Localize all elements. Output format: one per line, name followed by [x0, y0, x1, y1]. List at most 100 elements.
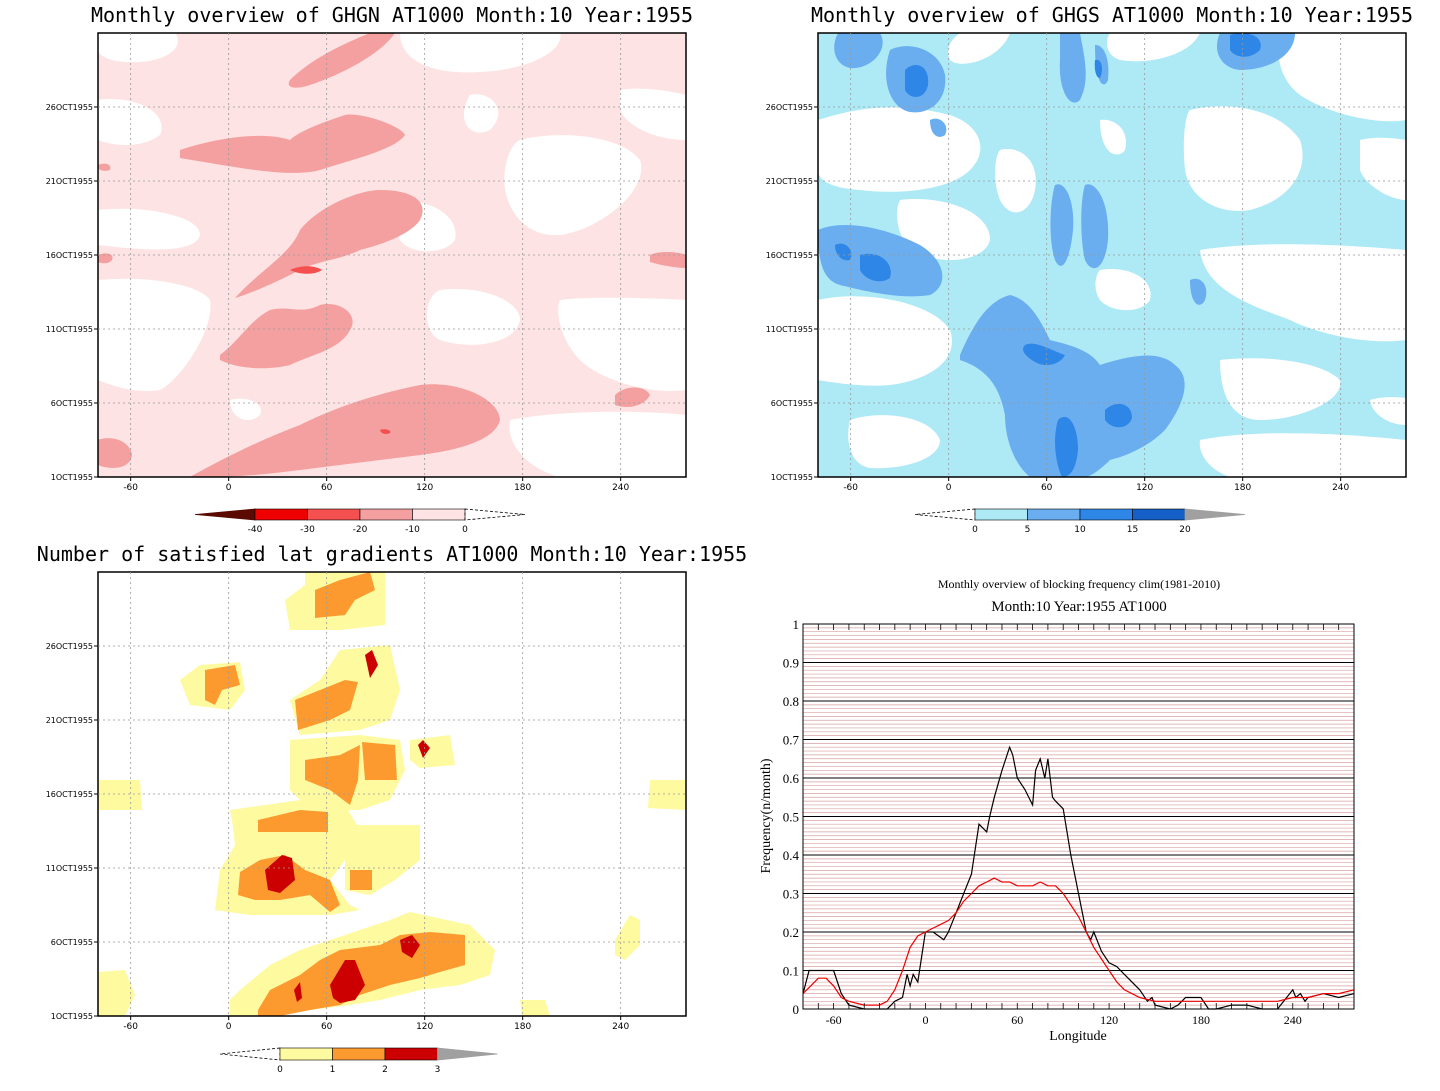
- blocking-ytick-label: 0.6: [783, 771, 800, 786]
- ghgs-field: [818, 33, 1406, 477]
- ghgs-xtick-label: 120: [1136, 483, 1153, 493]
- gradients-panel: Number of satisfied lat gradients AT1000…: [37, 542, 747, 1075]
- gradients-colorbar: 0 1 2 3: [219, 1047, 498, 1075]
- blocking-ytick-label: 0.7: [783, 733, 800, 748]
- gradients-colorbar-box: [384, 1047, 438, 1061]
- ghgs-ytick-label: 21OCT1955: [766, 177, 813, 186]
- gradients-ytick-label: 21OCT1955: [46, 716, 93, 725]
- ghgs-xtick-label: -60: [843, 483, 858, 493]
- gradients-axes: -60 0 60 120 180 240 1OCT1955 6OCT1955 11OCT1955…: [46, 642, 630, 1032]
- ghgn-field: [98, 33, 686, 477]
- ghgn-negative-regions: [98, 33, 686, 477]
- blocking-subtitle: Month:10 Year:1955 AT1000: [991, 599, 1166, 615]
- ghgn-ytick-label: 26OCT1955: [46, 103, 93, 112]
- ghgs-colorbar-high-triangle: [1184, 508, 1246, 521]
- gradients-colorbar-label: 3: [435, 1065, 441, 1075]
- gradients-colorbar-label: 1: [330, 1065, 336, 1075]
- gradients-title: Number of satisfied lat gradients AT1000…: [37, 542, 747, 566]
- blocking-ytick-label: 0.4: [783, 848, 800, 863]
- gradients-ytick-label: 1OCT1955: [51, 1012, 93, 1021]
- ghgs-colorbar-box: [1027, 508, 1081, 521]
- ghgn-ytick-label: 1OCT1955: [51, 473, 93, 482]
- ghgn-colorbar-label: -30: [300, 525, 315, 535]
- blocking-ylabel: Frequency(n/month): [759, 758, 774, 873]
- ghgn-axes: -60 0 60 120 180 240 1OCT1955 6OCT1955 11OCT1955…: [46, 103, 630, 493]
- ghgs-colorbar-low-triangle: [914, 508, 976, 521]
- ghgn-colorbar-label: 0: [462, 525, 468, 535]
- gradients-xtick-label: 180: [514, 1022, 531, 1032]
- blocking-title: Monthly overview of blocking frequency c…: [938, 577, 1220, 591]
- blocking-xtick-label: 120: [1100, 1013, 1118, 1027]
- gradients-colorbar-low-triangle: [219, 1047, 281, 1061]
- gradients-field: [98, 572, 686, 1016]
- ghgn-ytick-label: 11OCT1955: [46, 325, 93, 334]
- ghgn-positive-regions: [98, 33, 686, 477]
- blocking-panel: Monthly overview of blocking frequency c…: [759, 577, 1355, 1044]
- ghgn-xtick-label: -60: [123, 483, 138, 493]
- blocking-gridlines: [803, 662, 1354, 971]
- gradients-xtick-label: 240: [612, 1022, 629, 1032]
- ghgs-colorbar-label: 5: [1025, 525, 1031, 535]
- ghgn-xtick-label: 0: [226, 483, 232, 493]
- blocking-ytick-label: 0.1: [783, 964, 799, 979]
- ghgn-colorbar-low-triangle: [194, 508, 256, 521]
- ghgn-colorbar-high-triangle: [464, 508, 526, 521]
- ghgn-xtick-label: 120: [416, 483, 433, 493]
- blocking-xlabel: Longitude: [1049, 1029, 1107, 1044]
- blocking-ytick-label: 0: [793, 1002, 800, 1017]
- gradients-ytick-label: 26OCT1955: [46, 642, 93, 651]
- blocking-ytick-label: 0.5: [783, 810, 799, 825]
- ghgs-xtick-label: 240: [1332, 483, 1349, 493]
- gradients-ytick-label: 16OCT1955: [46, 790, 93, 799]
- ghgn-colorbar-label: -40: [248, 525, 263, 535]
- ghgs-colorbar: 0 5 10 15 20: [914, 508, 1246, 535]
- ghgn-panel: Monthly overview of GHGN AT1000 Month:10…: [46, 3, 693, 535]
- ghgn-colorbar-box: [254, 508, 308, 521]
- ghgn-gridlines: [98, 33, 686, 477]
- gradients-colorbar-box: [332, 1047, 386, 1061]
- ghgs-colorbar-label: 10: [1074, 525, 1086, 535]
- ghgn-xtick-label: 240: [612, 483, 629, 493]
- ghgs-ytick-label: 1OCT1955: [771, 473, 813, 482]
- ghgs-axes: -60 0 60 120 180 240 1OCT1955 6OCT1955 11OCT1955…: [766, 103, 1350, 493]
- ghgs-colorbar-box: [974, 508, 1028, 521]
- gradients-xtick-label: 120: [416, 1022, 433, 1032]
- ghgs-ytick-label: 11OCT1955: [766, 325, 813, 334]
- gradients-xtick-label: 0: [226, 1022, 232, 1032]
- blocking-xtick-label: -60: [826, 1013, 842, 1027]
- blocking-xtick-label: 240: [1284, 1013, 1302, 1027]
- ghgs-colorbar-label: 0: [972, 525, 978, 535]
- ghgs-band-10-15: [835, 33, 1261, 477]
- ghgn-ytick-label: 16OCT1955: [46, 251, 93, 260]
- ghgn-colorbar-box: [412, 508, 466, 521]
- blocking-ytick-label: 0.8: [783, 694, 799, 709]
- blocking-ytick-label: 0.2: [783, 925, 799, 940]
- ghgn-strong-negative: [290, 266, 391, 434]
- ghgs-title: Monthly overview of GHGS AT1000 Month:10…: [811, 3, 1413, 27]
- ghgn-xtick-label: 180: [514, 483, 531, 493]
- ghgn-colorbar-label: -20: [353, 525, 368, 535]
- gradients-ytick-label: 11OCT1955: [46, 864, 93, 873]
- blocking-xtick-label: 0: [922, 1013, 928, 1027]
- gradients-colorbar-label: 0: [277, 1065, 283, 1075]
- gradients-ytick-label: 6OCT1955: [51, 938, 93, 947]
- blocking-ytick-label: 0.3: [783, 887, 799, 902]
- ghgs-band-5-10: [818, 33, 1295, 477]
- gradients-level-2-3: [265, 650, 430, 1003]
- gradients-colorbar-box: [279, 1047, 333, 1061]
- ghgn-xtick-label: 60: [321, 483, 333, 493]
- gradients-colorbar-label: 2: [382, 1065, 388, 1075]
- gradients-xtick-label: -60: [123, 1022, 138, 1032]
- ghgs-colorbar-box: [1132, 508, 1186, 521]
- ghgn-colorbar-box: [359, 508, 413, 521]
- ghgs-xtick-label: 0: [946, 483, 952, 493]
- blocking-series: [802, 745, 1355, 1010]
- blocking-series-1: [802, 877, 1355, 1006]
- gradients-colorbar-high-triangle: [437, 1047, 498, 1061]
- ghgs-ytick-label: 26OCT1955: [766, 103, 813, 112]
- ghgn-colorbar-box: [307, 508, 361, 521]
- ghgs-colorbar-label: 20: [1179, 525, 1191, 535]
- ghgs-ytick-label: 6OCT1955: [771, 399, 813, 408]
- blocking-xtick-label: 180: [1192, 1013, 1210, 1027]
